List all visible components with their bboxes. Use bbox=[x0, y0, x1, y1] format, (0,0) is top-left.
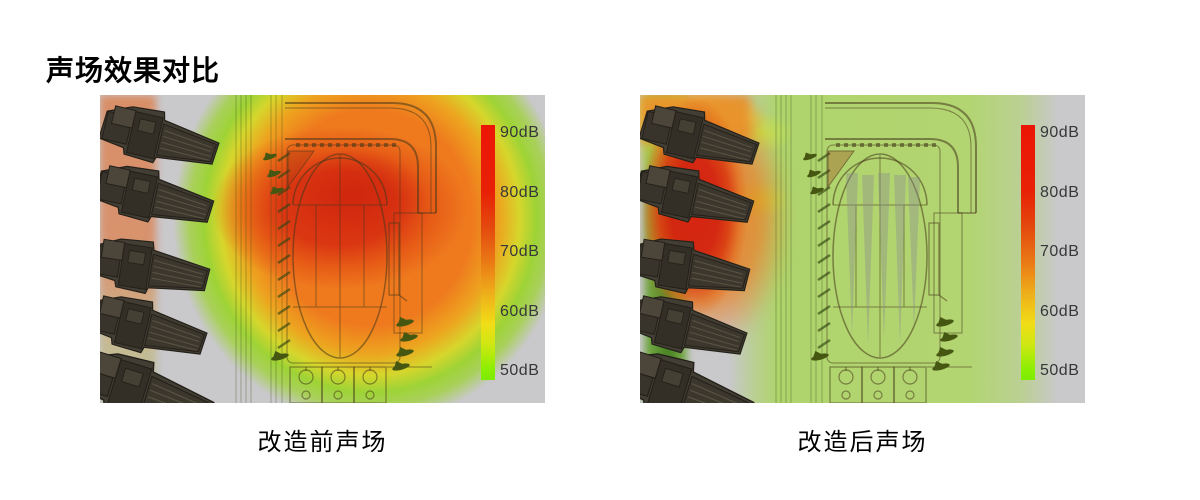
legend-label: 70dB bbox=[1040, 243, 1080, 260]
site-plan-after bbox=[640, 95, 1085, 403]
legend-labels: 90dB 80dB 70dB 60dB 50dB bbox=[500, 123, 539, 381]
caption-before: 改造前声场 bbox=[257, 429, 388, 456]
page-title: 声场效果对比 bbox=[46, 54, 221, 86]
legend-label: 60dB bbox=[500, 302, 540, 320]
legend-label: 60dB bbox=[1040, 302, 1080, 320]
legend-labels: 90dB 80dB 70dB 60dB 50dB bbox=[1040, 123, 1079, 381]
legend-label: 50dB bbox=[500, 362, 540, 379]
legend-label: 50dB bbox=[1040, 362, 1080, 379]
legend-label: 90dB bbox=[1040, 124, 1080, 141]
legend-label: 80dB bbox=[1040, 183, 1080, 201]
legend-label: 90dB bbox=[500, 124, 540, 141]
caption-after: 改造后声场 bbox=[797, 429, 928, 456]
legend-label: 70dB bbox=[500, 243, 540, 260]
heatmap-panel-before: 90dB 80dB 70dB 60dB 50dB bbox=[100, 95, 545, 403]
legend-colorbar bbox=[1021, 125, 1035, 380]
site-plan-before bbox=[100, 95, 545, 403]
speaker-beam-wedges bbox=[846, 173, 920, 345]
legend-colorbar bbox=[481, 125, 495, 380]
heatmap-panel-after: 90dB 80dB 70dB 60dB 50dB bbox=[640, 95, 1085, 403]
legend-label: 80dB bbox=[500, 183, 540, 201]
